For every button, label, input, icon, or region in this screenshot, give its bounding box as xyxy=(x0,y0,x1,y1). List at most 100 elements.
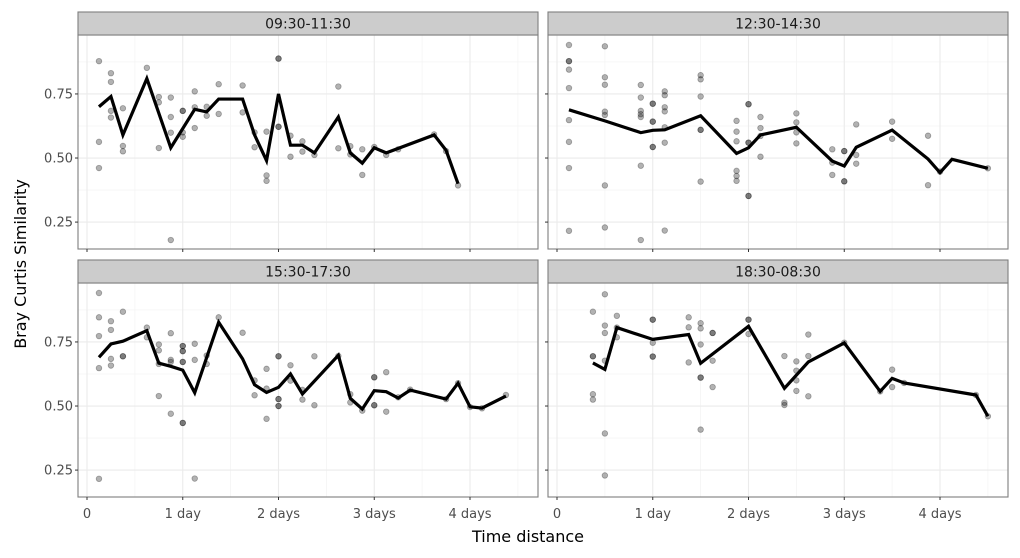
data-point xyxy=(697,325,704,332)
data-point xyxy=(637,110,644,118)
data-point xyxy=(95,289,103,297)
facet-strip xyxy=(77,11,539,36)
data-point xyxy=(383,408,390,415)
data-point xyxy=(215,110,222,118)
data-point xyxy=(179,107,186,115)
data-point xyxy=(359,171,366,179)
x-tick-label: 2 days xyxy=(257,507,300,522)
data-point xyxy=(745,316,752,323)
data-point xyxy=(239,109,246,116)
data-point xyxy=(565,227,573,235)
data-point xyxy=(191,88,198,95)
data-point xyxy=(167,236,174,244)
data-point xyxy=(311,402,318,409)
data-point xyxy=(179,342,186,350)
y-tick-label: 0.75 xyxy=(44,335,73,350)
data-point xyxy=(565,164,573,172)
data-point xyxy=(853,151,860,159)
data-point xyxy=(299,148,306,155)
data-point xyxy=(649,353,656,360)
facet-strip xyxy=(77,259,539,284)
y-tick-label: 0.25 xyxy=(44,464,73,479)
data-point xyxy=(805,393,812,400)
x-tick-label: 3 days xyxy=(353,507,396,522)
data-point xyxy=(167,410,174,417)
data-point xyxy=(613,312,621,320)
data-point xyxy=(661,139,668,146)
y-tick-label: 0.50 xyxy=(44,400,73,415)
data-point xyxy=(107,107,115,115)
data-point xyxy=(275,353,282,360)
data-point xyxy=(601,74,609,81)
data-point xyxy=(601,472,609,479)
data-point xyxy=(589,391,597,398)
data-point xyxy=(155,93,163,101)
data-point xyxy=(275,395,282,403)
data-point xyxy=(203,112,210,119)
data-point xyxy=(829,146,836,153)
y-tick-label: 0.25 xyxy=(44,216,73,231)
y-tick-label: 0.75 xyxy=(44,87,73,102)
data-point xyxy=(733,167,740,175)
data-point xyxy=(287,362,294,369)
data-point xyxy=(371,402,378,409)
data-point xyxy=(733,117,740,125)
data-point xyxy=(853,121,860,128)
data-point xyxy=(637,236,644,244)
data-point xyxy=(601,430,609,437)
data-point xyxy=(745,316,752,323)
data-point xyxy=(589,353,597,360)
data-point xyxy=(841,178,848,185)
data-point xyxy=(359,146,366,153)
data-point xyxy=(179,347,186,355)
facet-strip-label: 12:30-14:30 xyxy=(735,17,821,33)
data-point xyxy=(179,419,186,427)
data-point xyxy=(601,182,609,189)
data-point xyxy=(275,395,282,403)
data-point xyxy=(601,322,609,329)
data-point xyxy=(793,119,800,126)
data-point xyxy=(167,94,174,101)
data-point xyxy=(251,392,258,399)
data-point xyxy=(335,83,342,90)
data-point xyxy=(685,359,692,366)
data-point xyxy=(745,100,752,108)
data-point xyxy=(685,314,692,321)
data-point xyxy=(239,329,246,336)
data-point xyxy=(709,329,716,337)
data-point xyxy=(649,316,656,323)
data-point xyxy=(841,178,848,185)
data-point xyxy=(888,118,896,125)
data-point xyxy=(119,142,127,150)
data-point xyxy=(179,358,186,366)
data-point xyxy=(649,143,656,151)
facet-strip xyxy=(547,11,1009,36)
data-point xyxy=(371,374,378,381)
data-point xyxy=(119,105,127,112)
data-point xyxy=(601,108,609,115)
data-point xyxy=(335,145,342,152)
facet-panel: 09:30-11:30 0.25 0.50 0.75 xyxy=(44,11,539,252)
data-point xyxy=(107,362,115,369)
data-point xyxy=(805,352,812,360)
data-point xyxy=(649,118,656,125)
data-point xyxy=(733,138,740,145)
data-point xyxy=(601,329,609,337)
data-point xyxy=(107,78,115,86)
data-point xyxy=(841,147,848,155)
data-point xyxy=(793,129,800,136)
data-point xyxy=(239,82,246,89)
data-point xyxy=(383,368,390,376)
data-point xyxy=(167,358,174,366)
x-tick-label: 4 days xyxy=(448,507,491,522)
data-point xyxy=(589,396,597,403)
data-point xyxy=(565,41,573,49)
data-point xyxy=(805,331,812,338)
x-tick-label: 1 day xyxy=(165,507,202,522)
data-point xyxy=(95,314,103,321)
data-point xyxy=(95,138,103,146)
data-point xyxy=(299,396,306,403)
data-point xyxy=(371,402,378,409)
data-point xyxy=(697,341,704,348)
series-line xyxy=(568,108,989,176)
